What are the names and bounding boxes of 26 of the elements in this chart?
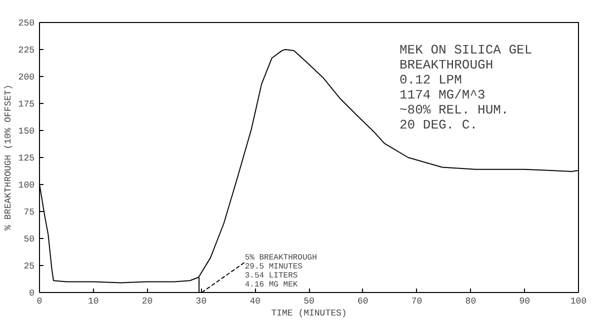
y-tick-label: 250 [18, 18, 34, 28]
x-axis-title: TIME (MINUTES) [271, 308, 347, 318]
x-tick-label: 0 [36, 296, 42, 306]
text: MEK ON SILICA GEL BREAKTHROUGH 0.12 LPM 1174 MG/M^3 ~80% REL. HUM. 20 DEG. C. [400, 42, 532, 132]
y-axis-title: % BREAKTHROUGH (10% OFFSET) [3, 84, 14, 230]
x-tick-label: 80 [465, 296, 476, 306]
x-tick-label: 60 [358, 296, 368, 306]
y-tick-label: 200 [18, 72, 34, 82]
x-tick-label: 70 [411, 296, 422, 306]
x-tick-label: 30 [196, 296, 207, 306]
y-tick-label: 225 [18, 46, 34, 56]
y-tick-label: 100 [18, 180, 34, 190]
x-tick-label: 100 [570, 296, 587, 306]
x-tick-label: 50 [304, 296, 314, 306]
y-tick-label: 50 [24, 234, 35, 244]
x-tick-label: 10 [88, 296, 99, 306]
annotation: 5% BREAKTHROUGH 29.5 MINUTES 3.54 LITERS 4.16 MG MEK [244, 254, 318, 290]
y-tick-label: 125 [18, 154, 34, 164]
y-tick-label: 150 [18, 126, 34, 136]
x-tick-label: 40 [250, 296, 261, 306]
x-tick-label: 20 [142, 296, 153, 306]
y-tick-label: 175 [18, 100, 34, 110]
y-tick-label: 0 [29, 288, 35, 298]
y-tick-label: 25 [24, 262, 35, 272]
y-tick-label: 75 [24, 208, 35, 218]
x-tick-label: 90 [519, 296, 530, 306]
